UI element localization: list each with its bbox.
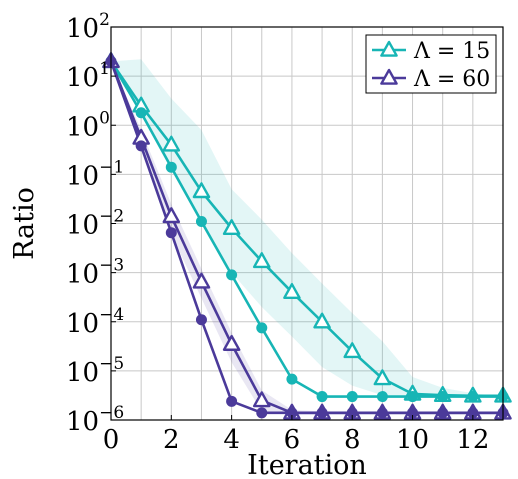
point-series-2 [222,334,241,351]
point-series-1 [316,391,328,403]
point-series-3 [437,407,449,419]
point-series-3 [226,395,238,407]
point-series-2 [252,391,271,408]
point-series-3 [316,407,328,419]
x-tick-labels: 0 2 4 6 8 10 12 [103,415,489,455]
point-series-0 [313,312,331,329]
y-tick-label: 10−5 [66,354,124,388]
point-series-1 [346,391,358,403]
legend-label-1: Λ = 60 [413,67,490,92]
point-series-0 [283,282,301,299]
point-series-0 [252,252,271,269]
point-series-3 [135,140,147,152]
point-series-1 [256,322,268,334]
x-axis-label: Iteration [247,450,367,479]
point-series-3 [256,407,268,419]
point-series-1 [226,269,238,281]
x-tick-label: 10 [396,425,429,455]
point-series-1 [467,391,479,403]
y-axis-label: Ratio [9,187,40,260]
x-tick-label: 0 [103,425,120,455]
y-tick-label: 102 [66,10,110,44]
point-series-0 [343,342,362,359]
legend: Λ = 15 Λ = 60 [365,34,497,94]
band-series-0 [111,59,503,397]
point-series-1 [135,107,147,119]
y-tick-label: 101 [66,59,110,93]
point-series-1 [195,215,207,227]
x-tick-label: 4 [223,425,240,455]
y-tick-label: 10−2 [66,207,124,241]
y-tick-label: 10−4 [66,305,124,339]
point-series-3 [376,407,388,419]
y-tick-label: 10−3 [66,256,124,290]
x-tick-label: 2 [163,425,180,455]
point-series-0 [192,182,211,199]
point-series-1 [165,161,177,173]
point-series-3 [286,407,298,419]
legend-label-0: Λ = 15 [413,39,490,64]
y-tick-labels: 102 101 100 10−1 10−2 10−3 10−4 10−5 10−6 [66,10,124,437]
y-tick-label: 100 [66,108,110,142]
point-series-0 [162,135,181,152]
y-tick-label: 10−6 [66,403,124,437]
point-series-3 [165,227,177,239]
point-series-1 [407,391,419,403]
point-series-3 [346,407,358,419]
confidence-bands [111,59,503,415]
point-series-0 [373,369,392,386]
point-series-3 [407,407,419,419]
point-series-1 [437,391,449,403]
point-series-3 [195,314,207,326]
legend-marker-1 [380,68,398,85]
y-tick-label: 10−1 [66,157,124,191]
point-series-2 [192,272,211,289]
point-series-1 [286,373,298,385]
point-series-0 [222,219,241,236]
point-series-3 [467,407,479,419]
x-tick-label: 8 [344,425,361,455]
point-series-1 [376,391,388,403]
point-series-2 [162,207,181,224]
legend-marker-0 [380,40,398,57]
x-tick-label: 6 [284,425,301,455]
x-tick-label: 12 [456,425,489,455]
series-markers [102,52,512,420]
